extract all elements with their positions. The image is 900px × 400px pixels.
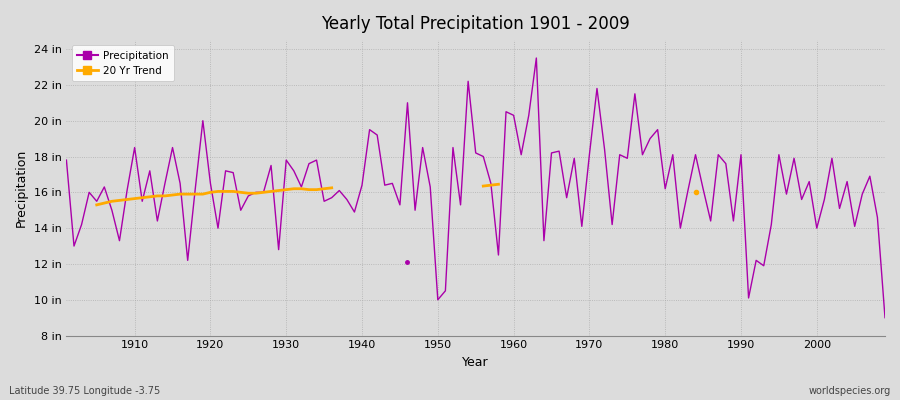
Title: Yearly Total Precipitation 1901 - 2009: Yearly Total Precipitation 1901 - 2009 [321, 15, 630, 33]
Text: worldspecies.org: worldspecies.org [809, 386, 891, 396]
Precipitation [508, 113, 519, 118]
Line: Precipitation: Precipitation [67, 58, 885, 318]
Precipitation [607, 222, 617, 227]
Precipitation [879, 315, 890, 320]
Precipitation [500, 109, 511, 114]
Precipitation [288, 168, 299, 173]
Legend: Precipitation, 20 Yr Trend: Precipitation, 20 Yr Trend [72, 45, 174, 81]
Precipitation [61, 158, 72, 162]
Y-axis label: Precipitation: Precipitation [15, 149, 28, 227]
Precipitation [531, 56, 542, 60]
Precipitation [334, 188, 345, 193]
Precipitation [122, 188, 132, 193]
Text: Latitude 39.75 Longitude -3.75: Latitude 39.75 Longitude -3.75 [9, 386, 160, 396]
X-axis label: Year: Year [463, 356, 489, 369]
